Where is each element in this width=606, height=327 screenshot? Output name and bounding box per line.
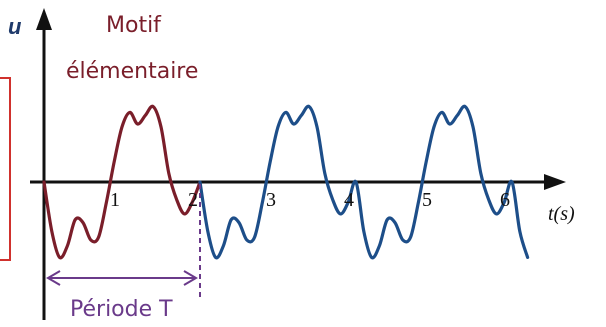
x-axis-arrowhead <box>544 174 566 190</box>
axes <box>30 8 566 320</box>
x-tick-label: 6 <box>500 189 510 211</box>
x-axis-label: t(s) <box>548 203 575 225</box>
x-tick-label: 2 <box>188 189 198 211</box>
period-arrowhead-right <box>183 270 198 286</box>
period-label: Période T <box>70 297 173 322</box>
period-arrow <box>46 184 201 300</box>
motif-curve <box>42 104 202 260</box>
motif-label-line1: Motif <box>106 13 162 38</box>
x-tick-label: 3 <box>266 189 276 211</box>
x-tick-label: 5 <box>422 189 432 211</box>
x-tick-label: 4 <box>344 189 354 211</box>
curves <box>42 104 530 260</box>
motif-label-line2: élémentaire <box>66 59 198 84</box>
y-axis-label: u <box>8 14 22 39</box>
frame-edge <box>0 77 11 261</box>
y-axis-arrowhead <box>36 8 52 30</box>
x-tick-label: 1 <box>110 189 120 211</box>
period-arrowhead-left <box>46 270 61 286</box>
tick-labels: 1 2 3 4 5 6 <box>110 189 510 211</box>
wave-curve <box>198 104 530 260</box>
